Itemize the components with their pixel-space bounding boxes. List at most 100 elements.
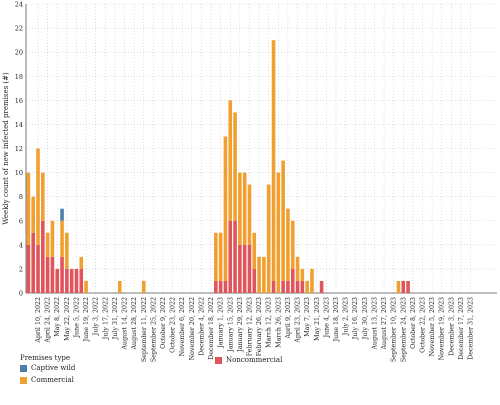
x-tick-label: July 30, 2023 bbox=[362, 297, 369, 340]
x-tick-label: July 17, 2022 bbox=[102, 297, 109, 340]
x-tick-label: May 21, 2023 bbox=[314, 297, 321, 341]
x-tick-label: September 25, 2022 bbox=[150, 297, 157, 362]
bar-noncommercial bbox=[65, 268, 69, 293]
x-tick-label: July 31, 2022 bbox=[112, 297, 119, 340]
bar-noncommercial bbox=[286, 280, 290, 293]
bar-commercial bbox=[233, 112, 237, 221]
bar-commercial bbox=[276, 172, 281, 293]
x-tick-label: March 12, 2023 bbox=[266, 297, 273, 348]
x-tick-label: May 7, 2023 bbox=[304, 297, 311, 337]
x-tick-label: November 20, 2022 bbox=[189, 297, 196, 360]
bar-commercial bbox=[79, 256, 84, 269]
bar-noncommercial bbox=[55, 268, 60, 293]
x-tick-label: January 29, 2023 bbox=[237, 297, 244, 353]
x-tick-label: August 27, 2023 bbox=[381, 297, 388, 351]
x-tick-label: November 6, 2022 bbox=[179, 297, 186, 356]
bar-noncommercial bbox=[242, 244, 247, 293]
x-tick-label: April 24, 2022 bbox=[45, 297, 52, 344]
x-tick-label: April 10, 2022 bbox=[35, 297, 42, 344]
bar-noncommercial bbox=[79, 268, 84, 293]
x-tick-label: February 12, 2023 bbox=[246, 297, 253, 356]
bar-noncommercial bbox=[50, 256, 55, 293]
bar-commercial bbox=[305, 280, 309, 293]
bar-noncommercial bbox=[252, 268, 257, 293]
y-tick-label: 14 bbox=[15, 121, 23, 129]
x-tick-label: April 23, 2023 bbox=[295, 297, 302, 344]
legend-item-noncommercial: Noncommercial bbox=[215, 356, 282, 364]
bar-commercial bbox=[117, 280, 122, 293]
x-tick-label: August 28, 2022 bbox=[131, 297, 138, 351]
bar-commercial bbox=[65, 232, 69, 269]
y-tick-label: 12 bbox=[15, 145, 23, 153]
x-tick-label: March 26, 2023 bbox=[275, 297, 282, 348]
bar-commercial bbox=[290, 220, 295, 269]
bar-commercial bbox=[281, 160, 285, 281]
x-tick-label: December 4, 2022 bbox=[198, 297, 205, 356]
x-tick-label: August 13, 2023 bbox=[371, 297, 378, 351]
bar-commercial bbox=[228, 100, 233, 221]
bar-commercial bbox=[50, 220, 55, 257]
bar-commercial bbox=[266, 184, 271, 293]
y-tick-label: 2 bbox=[19, 265, 23, 273]
bar-noncommercial bbox=[228, 220, 233, 293]
bar-commercial bbox=[218, 232, 223, 281]
bar-noncommercial bbox=[406, 280, 410, 293]
bar-noncommercial bbox=[223, 280, 228, 293]
x-tick-label: October 8, 2023 bbox=[410, 297, 417, 349]
bar-noncommercial bbox=[247, 244, 252, 293]
x-tick-label: December 18, 2022 bbox=[208, 297, 215, 360]
y-tick-label: 8 bbox=[19, 193, 23, 201]
bar-commercial bbox=[252, 232, 257, 269]
legend-label-commercial: Commercial bbox=[31, 376, 74, 384]
bar-noncommercial bbox=[271, 280, 276, 293]
bar-noncommercial bbox=[69, 268, 74, 293]
bar-commercial bbox=[84, 280, 88, 293]
x-tick-label: September 24, 2023 bbox=[400, 297, 407, 362]
bar-commercial bbox=[247, 184, 252, 245]
bar-commercial bbox=[271, 40, 276, 281]
bar-noncommercial bbox=[26, 244, 31, 293]
bar-noncommercial bbox=[41, 220, 45, 293]
bar-noncommercial bbox=[233, 220, 237, 293]
bar-noncommercial bbox=[238, 244, 242, 293]
bar-noncommercial bbox=[295, 280, 300, 293]
bar-noncommercial bbox=[74, 268, 79, 293]
bar-commercial bbox=[242, 172, 247, 245]
bar-commercial bbox=[300, 268, 305, 281]
y-axis-label: Weekly count of new infected premises (#… bbox=[2, 72, 10, 225]
y-tick-label: 16 bbox=[15, 97, 23, 105]
x-tick-label: June 18, 2023 bbox=[333, 297, 340, 342]
x-tick-label: November 5, 2023 bbox=[429, 297, 436, 356]
bar-commercial bbox=[36, 148, 40, 245]
bar-commercial bbox=[45, 232, 50, 257]
bar-commercial bbox=[223, 136, 228, 281]
x-tick-label: June 4, 2023 bbox=[323, 297, 330, 338]
legend-item-commercial: Commercial bbox=[20, 376, 74, 384]
bar-commercial bbox=[60, 220, 64, 257]
x-tick-label: December 3, 2023 bbox=[448, 297, 455, 356]
bar-noncommercial bbox=[36, 244, 40, 293]
bar-noncommercial bbox=[300, 280, 305, 293]
legend: Premises type Captive wild Commercial No… bbox=[10, 354, 490, 400]
x-tick-label: October 22, 2023 bbox=[420, 297, 427, 353]
bar-noncommercial bbox=[401, 280, 406, 293]
y-tick-label: 20 bbox=[15, 49, 23, 57]
bar-noncommercial bbox=[60, 256, 64, 293]
x-tick-label: October 9, 2022 bbox=[160, 297, 167, 349]
legend-title: Premises type bbox=[20, 354, 71, 362]
x-tick-label: July 3, 2022 bbox=[93, 297, 100, 336]
x-tick-label: July 16, 2023 bbox=[352, 297, 359, 340]
x-tick-label: February 26, 2023 bbox=[256, 297, 263, 356]
y-tick-label: 10 bbox=[15, 169, 23, 177]
x-tick-label: May 8, 2022 bbox=[54, 297, 61, 337]
bar-noncommercial bbox=[214, 280, 218, 293]
x-tick-label: October 23, 2022 bbox=[170, 297, 177, 353]
bar-commercial bbox=[286, 208, 290, 281]
y-tick-label: 4 bbox=[19, 241, 23, 249]
y-tick-label: 0 bbox=[19, 290, 23, 298]
x-tick-label: June 5, 2022 bbox=[73, 297, 80, 338]
y-tick-label: 22 bbox=[15, 25, 23, 33]
legend-label-captive-wild: Captive wild bbox=[31, 364, 76, 372]
